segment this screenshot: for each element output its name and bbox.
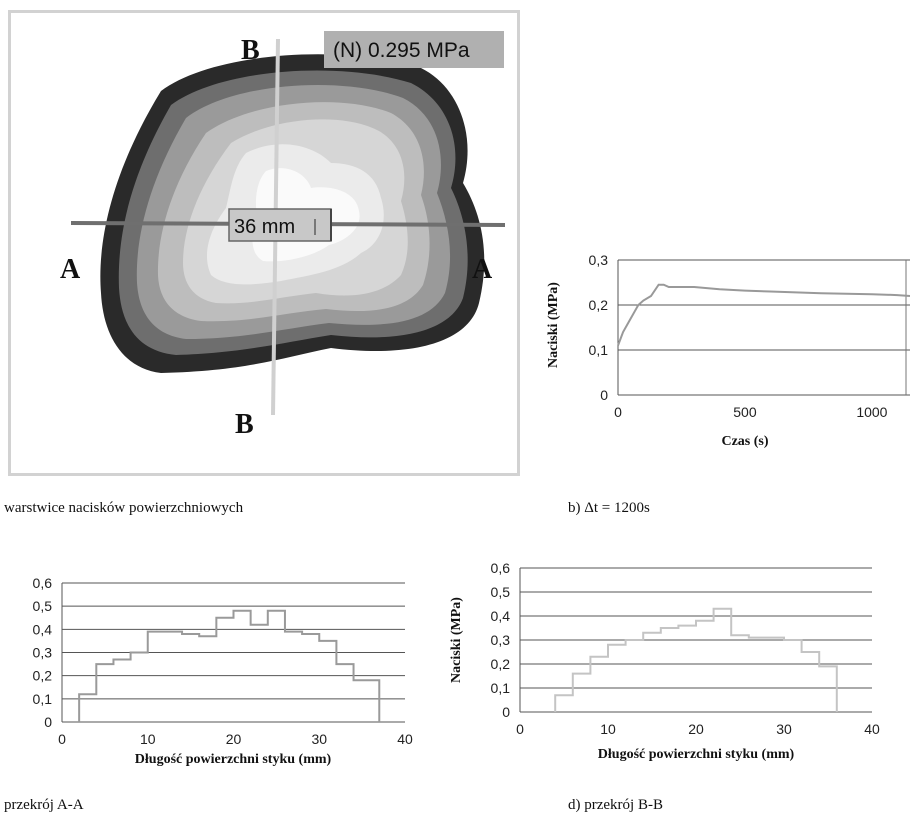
y-tick-label: 0,3 xyxy=(33,645,53,661)
y-tick-label: 0,2 xyxy=(491,656,511,672)
caption-c: przekrój A-A xyxy=(4,797,84,813)
caption-b: b) Δt = 1200s xyxy=(568,500,650,516)
section-label-a-right: A xyxy=(472,254,493,285)
x-tick-label: 10 xyxy=(600,721,616,737)
scale-box xyxy=(228,208,332,242)
y-tick-label: 0,3 xyxy=(491,632,511,648)
data-series-line xyxy=(78,609,381,722)
x-tick-label: 500 xyxy=(733,404,757,420)
section-label-b-top: B xyxy=(241,35,260,66)
y-tick-label: 0,6 xyxy=(491,560,511,576)
value-label: (N) 0.295 MPa xyxy=(333,39,470,62)
y-tick-label: 0,4 xyxy=(33,621,53,637)
x-tick-label: 40 xyxy=(864,721,880,737)
value-box xyxy=(324,31,504,68)
chart-c-section-a-a: 0 0,1 0,2 0,3 0,4 0,5 0,6 0 10 20 30 40 Długość powi… xyxy=(33,575,413,767)
pressure-map-panel: 36 mm (N) 0.295 MPa B B A A xyxy=(8,10,520,476)
x-axis-title: Długość powierzchni styku (mm) xyxy=(135,752,332,767)
y-tick-label: 0,1 xyxy=(491,680,511,696)
y-tick-label: 0,2 xyxy=(33,668,53,684)
scale-label: 36 mm xyxy=(234,216,295,238)
y-axis-title: Naciski (MPa) xyxy=(546,282,561,368)
y-tick-label: 0,1 xyxy=(33,691,53,707)
caption-a: warstwice nacisków powierzchniowych xyxy=(4,500,244,516)
y-tick-label: 0,4 xyxy=(491,608,511,624)
x-axis-title: Czas (s) xyxy=(721,434,768,449)
caption-d: d) przekrój B-B xyxy=(568,797,663,813)
section-label-b-bottom: B xyxy=(235,409,254,440)
y-tick-label: 0,5 xyxy=(491,584,511,600)
y-tick-label: 0,3 xyxy=(589,252,609,268)
section-label-a-left: A xyxy=(60,254,81,285)
x-tick-label: 1000 xyxy=(856,404,887,420)
y-tick-label: 0 xyxy=(502,704,510,720)
x-tick-label: 0 xyxy=(516,721,524,737)
y-tick-label: 0,5 xyxy=(33,598,53,614)
x-tick-label: 30 xyxy=(776,721,792,737)
x-tick-label: 10 xyxy=(140,731,156,747)
y-tick-label: 0 xyxy=(600,387,608,403)
x-tick-label: 20 xyxy=(688,721,704,737)
y-axis-title: Naciski (MPa) xyxy=(449,597,464,683)
y-tick-label: 0 xyxy=(44,714,52,730)
x-tick-label: 30 xyxy=(311,731,327,747)
x-tick-label: 20 xyxy=(226,731,242,747)
x-axis-title: Długość powierzchni styku (mm) xyxy=(598,747,795,762)
x-tick-label: 40 xyxy=(397,731,413,747)
x-tick-label: 0 xyxy=(58,731,66,747)
pressure-contour-map: 36 mm (N) 0.295 MPa B B A A xyxy=(60,31,506,440)
chart-d-section-b-b: 0 0,1 0,2 0,3 0,4 0,5 0,6 0 10 20 30 40 Długość powi… xyxy=(449,560,880,762)
y-tick-label: 0,1 xyxy=(589,342,609,358)
y-tick-label: 0,6 xyxy=(33,575,53,591)
data-series-line xyxy=(617,283,910,346)
chart-b-pressure-vs-time: 0 0,1 0,2 0,3 0 500 1000 Czas (s) Naciski (MPa) xyxy=(546,252,910,449)
y-tick-label: 0,2 xyxy=(589,297,609,313)
x-tick-label: 0 xyxy=(614,404,622,420)
data-series-line xyxy=(554,607,838,712)
